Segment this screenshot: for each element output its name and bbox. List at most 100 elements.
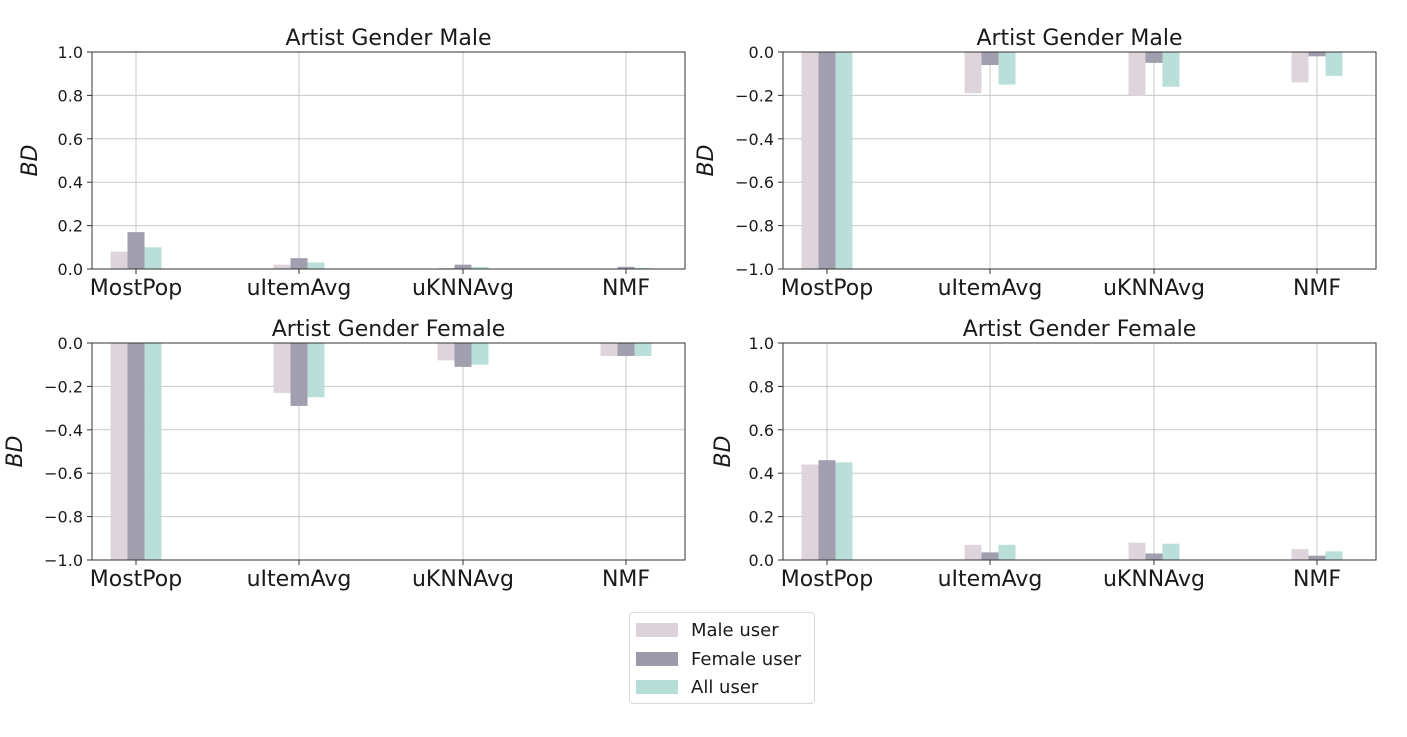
y-tick-label: 0.2 — [749, 508, 774, 527]
legend-item-female: Female user — [636, 648, 801, 670]
bar-all-user-nmf — [1325, 52, 1343, 76]
bar-female-user-uitemavg — [290, 343, 308, 406]
legend-item-all: All user — [636, 676, 758, 698]
bar-female-user-uknnavg — [1145, 52, 1163, 63]
y-tick-label: −0.2 — [735, 86, 774, 105]
bar-all-user-uitemavg — [307, 343, 325, 398]
bar-all-user-uknnavg — [471, 343, 489, 365]
plot-frame — [782, 342, 1377, 561]
bar-male-user-mostpop — [110, 343, 128, 560]
bar-all-user-nmf — [1325, 551, 1343, 560]
legend-label-male: Male user — [691, 619, 779, 641]
y-tick-label: 0.0 — [749, 43, 774, 62]
x-tick-label: uItemAvg — [247, 567, 352, 592]
y-axis-label: BD — [18, 144, 43, 176]
legend-item-male: Male user — [636, 619, 779, 641]
y-tick-label: 0.8 — [58, 86, 83, 105]
bar-female-user-nmf — [1308, 555, 1326, 560]
y-tick-label: 0.0 — [749, 551, 774, 570]
x-tick-label: NMF — [602, 276, 650, 301]
bar-female-user-nmf — [617, 343, 635, 357]
bar-all-user-mostpop — [835, 52, 853, 269]
bar-female-user-mostpop — [818, 460, 836, 560]
bar-all-user-mostpop — [144, 247, 162, 269]
chart-title: Artist Gender Male — [976, 26, 1182, 51]
chart-title: Artist Gender Female — [963, 317, 1197, 342]
bar-all-user-uknnavg — [471, 266, 489, 269]
y-tick-label: 0.0 — [58, 334, 83, 353]
bar-all-user-nmf — [634, 267, 652, 269]
x-tick-label: uKNNAvg — [1103, 567, 1205, 592]
y-tick-label: −0.8 — [735, 217, 774, 236]
y-tick-label: 0.6 — [58, 130, 83, 149]
bar-female-user-mostpop — [127, 343, 145, 560]
x-tick-label: NMF — [602, 567, 650, 592]
chart-title: Artist Gender Female — [272, 317, 506, 342]
y-tick-label: 1.0 — [58, 43, 83, 62]
bar-all-user-uitemavg — [998, 544, 1016, 560]
bar-male-user-uknnavg — [437, 267, 455, 269]
y-tick-label: 0.6 — [749, 421, 774, 440]
chart-panel-2: −1.0 −0.8 −0.6 −0.4 −0.2 0.0 MostPop uItemAvg uK… — [694, 26, 1377, 301]
legend-label-female: Female user — [691, 648, 802, 670]
bar-male-user-uknnavg — [437, 343, 455, 361]
bar-all-user-nmf — [634, 343, 652, 357]
x-tick-label: uItemAvg — [247, 276, 352, 301]
bar-female-user-uitemavg — [290, 258, 308, 269]
x-tick-label: uKNNAvg — [1103, 276, 1205, 301]
y-tick-label: −1.0 — [44, 551, 83, 570]
x-tick-label: uKNNAvg — [412, 567, 514, 592]
chart-title: Artist Gender Male — [285, 26, 491, 51]
bar-female-user-uitemavg — [981, 52, 999, 66]
x-tick-label: MostPop — [90, 567, 182, 592]
bar-female-user-mostpop — [818, 52, 836, 269]
y-tick-label: 0.2 — [58, 217, 83, 236]
x-tick-label: NMF — [1293, 276, 1341, 301]
legend-swatch-all — [636, 680, 678, 694]
bar-all-user-mostpop — [835, 462, 853, 560]
bar-male-user-nmf — [600, 343, 618, 357]
bar-male-user-uitemavg — [273, 264, 291, 269]
y-tick-label: −1.0 — [735, 260, 774, 279]
y-axis-label: BD — [711, 435, 736, 467]
chart-panel-4: 0.0 0.2 0.4 0.6 0.8 1.0 MostPop uItemAvg uKNNAvg… — [711, 317, 1377, 592]
y-tick-label: −0.6 — [735, 173, 774, 192]
x-tick-label: uKNNAvg — [412, 276, 514, 301]
legend-swatch-female — [636, 652, 678, 666]
chart-panel-1: 0.0 0.2 0.4 0.6 0.8 1.0 MostPop uItemAvg uKNNAvg… — [18, 26, 686, 301]
x-tick-label: MostPop — [90, 276, 182, 301]
bar-female-user-mostpop — [127, 232, 145, 269]
bar-male-user-uknnavg — [1128, 542, 1146, 560]
y-tick-label: 0.4 — [749, 464, 774, 483]
bar-male-user-nmf — [1291, 549, 1309, 560]
x-tick-label: uItemAvg — [938, 276, 1043, 301]
y-tick-label: −0.4 — [44, 421, 83, 440]
y-axis-label: BD — [694, 144, 719, 176]
y-tick-label: 0.0 — [58, 260, 83, 279]
legend: Male user Female user All user — [629, 612, 815, 704]
legend-swatch-male — [636, 623, 678, 637]
y-tick-label: 0.8 — [749, 377, 774, 396]
bar-male-user-mostpop — [110, 251, 128, 269]
bar-all-user-uknnavg — [1162, 52, 1180, 87]
x-tick-label: uItemAvg — [938, 567, 1043, 592]
bar-all-user-uitemavg — [998, 52, 1016, 85]
legend-label-all: All user — [691, 676, 759, 698]
y-tick-label: −0.4 — [735, 130, 774, 149]
bar-male-user-nmf — [1291, 52, 1309, 83]
bar-male-user-uitemavg — [964, 52, 982, 94]
bar-female-user-uknnavg — [1145, 553, 1163, 560]
y-tick-label: 0.4 — [58, 173, 83, 192]
bar-male-user-uknnavg — [1128, 52, 1146, 96]
bar-female-user-nmf — [617, 266, 635, 269]
plot-frame — [91, 342, 686, 561]
bar-female-user-uitemavg — [981, 552, 999, 560]
y-axis-label: BD — [3, 435, 28, 467]
bar-all-user-uitemavg — [307, 262, 325, 269]
bar-all-user-mostpop — [144, 343, 162, 560]
y-tick-label: −0.2 — [44, 377, 83, 396]
bar-all-user-uknnavg — [1162, 543, 1180, 560]
bar-male-user-uitemavg — [273, 343, 291, 393]
y-tick-label: −0.8 — [44, 508, 83, 527]
